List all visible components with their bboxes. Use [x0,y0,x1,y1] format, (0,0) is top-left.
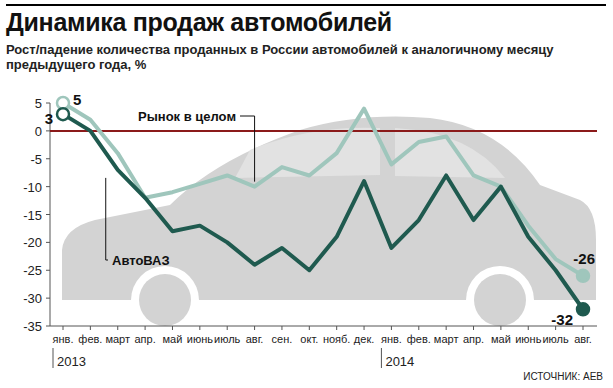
year-label: 2014 [385,354,414,369]
x-tick-label: июль [214,333,241,345]
x-tick-label: июнь [187,333,213,345]
y-tick [46,214,50,215]
marker [57,108,69,120]
top-rule [6,4,606,6]
data-label: -26 [573,250,595,267]
data-label: 5 [73,91,81,108]
y-tick [46,186,50,187]
y-tick-label: -5 [30,152,42,167]
x-tick [528,326,529,330]
x-tick-label: июль [542,333,569,345]
y-tick [46,130,50,131]
callout-line [240,116,255,182]
x-tick [117,326,118,330]
year-label: 2013 [57,354,86,369]
source: ИСТОЧНИК: АЕВ [523,371,603,382]
y-tick-label: 0 [35,124,42,139]
car-wheel [139,274,191,326]
x-tick-label: фев. [78,333,102,345]
zero-line [50,130,597,132]
y-tick-label: -35 [23,319,42,334]
x-tick [254,326,255,330]
x-tick [227,326,228,330]
series-name: Рынок в целом [138,109,236,124]
y-tick [46,103,50,104]
x-tick [145,326,146,330]
x-tick-label: март [434,333,459,345]
y-tick [46,158,50,159]
car-wheel-arch [466,266,534,334]
data-label: -32 [551,311,573,328]
x-tick-label: янв. [53,333,74,345]
y-tick [46,270,50,271]
x-tick-label: нояб. [323,333,351,345]
year-separator [381,348,382,368]
title: Динамика продаж автомобилей [6,8,392,37]
x-tick [90,326,91,330]
x-tick-label: май [491,333,511,345]
x-tick [281,326,282,330]
labels: 5 -26 3 -32 Рынок в целом АвтоВАЗ [45,91,595,328]
subtitle: Рост/падение количества проданных в Росс… [6,42,566,72]
x-tick-label: авг. [246,333,264,345]
series-name: АвтоВАЗ [112,253,170,268]
x-tick-label: авг. [574,333,592,345]
x-tick-label: июнь [515,333,541,345]
marker [577,270,589,282]
series-line [63,114,583,309]
x-tick [473,326,474,330]
x-tick [309,326,310,330]
y-tick [46,242,50,243]
data-label: 3 [45,110,53,127]
x-tick-label: апр. [463,333,484,345]
car-window [395,128,505,178]
x-tick [63,326,64,330]
x-tick-label: май [163,333,183,345]
x-tick-label: окт. [300,333,318,345]
y-tick-label: -30 [23,291,42,306]
x-tick-label: фев. [407,333,431,345]
x-tick [583,326,584,330]
year-separator [53,348,54,368]
car-wheel [474,274,526,326]
y-tick-label: -25 [23,263,42,278]
x-tick-label: сен. [272,333,293,345]
x-tick-label: март [105,333,130,345]
marker [577,303,589,315]
chart: 50-5-10-15-20-25-30-35янв.фев.мартапр.ма… [0,0,613,388]
series-line [63,103,583,276]
x-tick [391,326,392,330]
callout-line [106,178,108,260]
x-tick [446,326,447,330]
x-tick [172,326,173,330]
car-silhouette [62,117,596,335]
x-tick-label: дек. [354,333,374,345]
x-tick [418,326,419,330]
plot-data [57,97,589,315]
car-wheel-arch [131,266,199,334]
y-tick [46,298,50,299]
y-tick [46,326,50,327]
x-axis-line [50,326,597,327]
y-tick-label: 5 [35,96,42,111]
x-tick [364,326,365,330]
x-tick [336,326,337,330]
x-tick [500,326,501,330]
car-window [235,128,380,178]
x-tick-label: янв. [381,333,402,345]
y-tick-label: -10 [23,180,42,195]
y-tick-label: -15 [23,208,42,223]
x-tick-label: апр. [134,333,155,345]
x-tick [199,326,200,330]
y-tick-label: -20 [23,235,42,250]
